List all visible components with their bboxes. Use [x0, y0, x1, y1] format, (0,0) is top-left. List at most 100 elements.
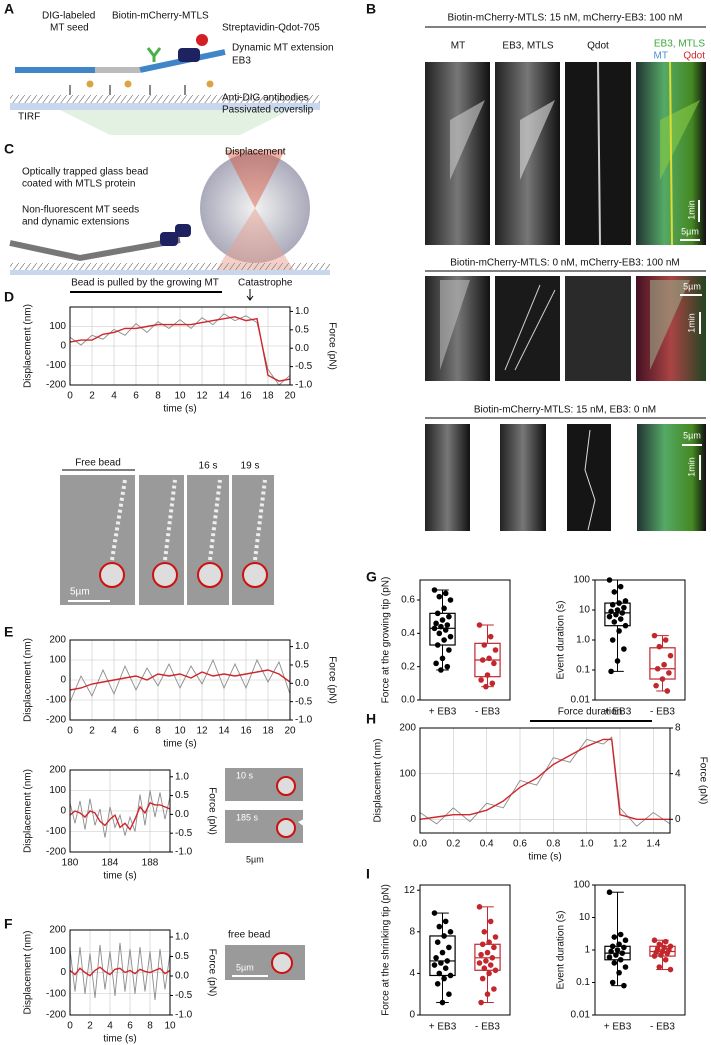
x-tick-label: 0.6	[513, 839, 527, 850]
y-tick-label: -100	[46, 695, 66, 706]
data-point	[491, 660, 497, 667]
row-title: Biotin-mCherry-MTLS: 0 nM, mCherry-EB3: …	[450, 258, 680, 269]
y2-tick-label: 1.0	[295, 306, 309, 317]
data-point	[606, 954, 613, 961]
data-point	[651, 937, 658, 944]
data-point	[622, 937, 629, 944]
x-tick-label: 4	[111, 726, 117, 737]
data-point	[487, 962, 494, 968]
data-point	[479, 657, 486, 663]
data-point	[622, 598, 629, 604]
x-tick-label: 18	[262, 726, 274, 737]
y2-axis-label: Force (pN)	[697, 757, 708, 805]
kymographs	[425, 61, 706, 246]
data-point	[491, 986, 497, 992]
scale-label: 5µm	[681, 226, 699, 236]
x-tick-label: - EB3	[650, 707, 675, 718]
arrow	[246, 289, 254, 301]
y2-tick-label: 1.0	[295, 641, 309, 652]
data-point	[614, 607, 621, 613]
y2-tick-label: 0	[675, 814, 681, 825]
x-tick-label: 10	[174, 726, 186, 737]
x-axis-label: time (s)	[103, 871, 136, 882]
label: Anti-DIG antibodies	[222, 93, 309, 104]
bead-images	[225, 945, 305, 980]
label: Biotin-mCherry-MTLS	[112, 11, 209, 22]
data-point	[492, 934, 499, 940]
y-tick-label: -100	[46, 826, 66, 837]
data-point	[481, 929, 488, 935]
merge-label: MT	[654, 51, 668, 62]
y-tick-label: -200	[46, 715, 66, 726]
data-point	[621, 944, 627, 951]
y-tick-label: 200	[49, 635, 66, 646]
y-tick-label: 0.01	[571, 1010, 591, 1021]
x-axis-label: time (s)	[528, 852, 561, 863]
kymographs	[425, 276, 706, 381]
y-tick-label: 12	[404, 885, 416, 896]
data-point	[483, 683, 489, 690]
data-point	[651, 632, 658, 639]
data-point	[444, 958, 451, 964]
data-point	[436, 630, 443, 637]
data-point	[606, 577, 613, 583]
data-point	[622, 622, 629, 629]
y2-axis-label: Force (pN)	[206, 949, 217, 997]
x-tick-label: 1.4	[646, 839, 660, 850]
x-tick-label: 10	[174, 391, 186, 402]
data-point	[436, 923, 443, 930]
label: Dynamic MT extension	[232, 43, 334, 54]
panel-letter: F	[4, 916, 13, 932]
x-tick-label: - EB3	[475, 1022, 500, 1033]
data-point	[486, 970, 492, 977]
data-point	[617, 583, 624, 590]
y2-tick-label: 0.5	[295, 324, 309, 335]
data-point	[489, 955, 496, 961]
y2-tick-label: 0.0	[175, 971, 189, 982]
data-point	[619, 950, 626, 956]
x-tick-label: + EB3	[429, 707, 457, 718]
trace	[69, 801, 171, 831]
data-point	[653, 682, 659, 689]
image-label: 185 s	[236, 812, 259, 822]
y-tick-label: 100	[573, 880, 590, 891]
data-point	[446, 613, 452, 620]
data-point	[447, 929, 454, 935]
y-tick-label: -200	[46, 847, 66, 858]
x-tick-label: 8	[155, 391, 161, 402]
data-point	[621, 604, 627, 611]
y2-tick-label: -0.5	[295, 696, 313, 707]
data-point	[484, 672, 491, 678]
y2-tick-label: 0.5	[295, 660, 309, 671]
data-point	[608, 948, 614, 955]
y2-tick-label: -0.5	[175, 828, 193, 839]
data-point	[479, 941, 486, 948]
y-axis-label: Event duration (s)	[556, 911, 567, 990]
data-point	[608, 608, 614, 615]
label: EB3	[232, 56, 251, 67]
annotation: Force duration	[558, 707, 622, 718]
data-point	[433, 955, 439, 961]
data-point	[434, 610, 441, 617]
box	[429, 935, 456, 977]
y-tick-label: 100	[49, 655, 66, 666]
trace	[419, 738, 670, 820]
x-tick-label: 16	[240, 726, 252, 737]
label: Displacement	[225, 147, 286, 158]
y-tick-label: 0.2	[401, 661, 415, 672]
label: and dynamic extensions	[22, 217, 129, 228]
tirf-field	[60, 110, 290, 135]
data-point	[478, 951, 484, 958]
image-label: 10 s	[236, 770, 254, 780]
y2-tick-label: 0.0	[295, 343, 309, 354]
data-point	[656, 643, 663, 650]
kymographs	[425, 424, 706, 531]
data-point	[611, 589, 618, 595]
y-tick-label: 100	[573, 575, 590, 586]
data-point	[441, 933, 447, 939]
label: Optically trapped glass bead	[22, 167, 148, 178]
y-tick-label: 0	[60, 806, 66, 817]
y-tick-label: 0	[409, 1010, 415, 1021]
data-point	[446, 991, 452, 997]
data-point	[492, 967, 499, 974]
